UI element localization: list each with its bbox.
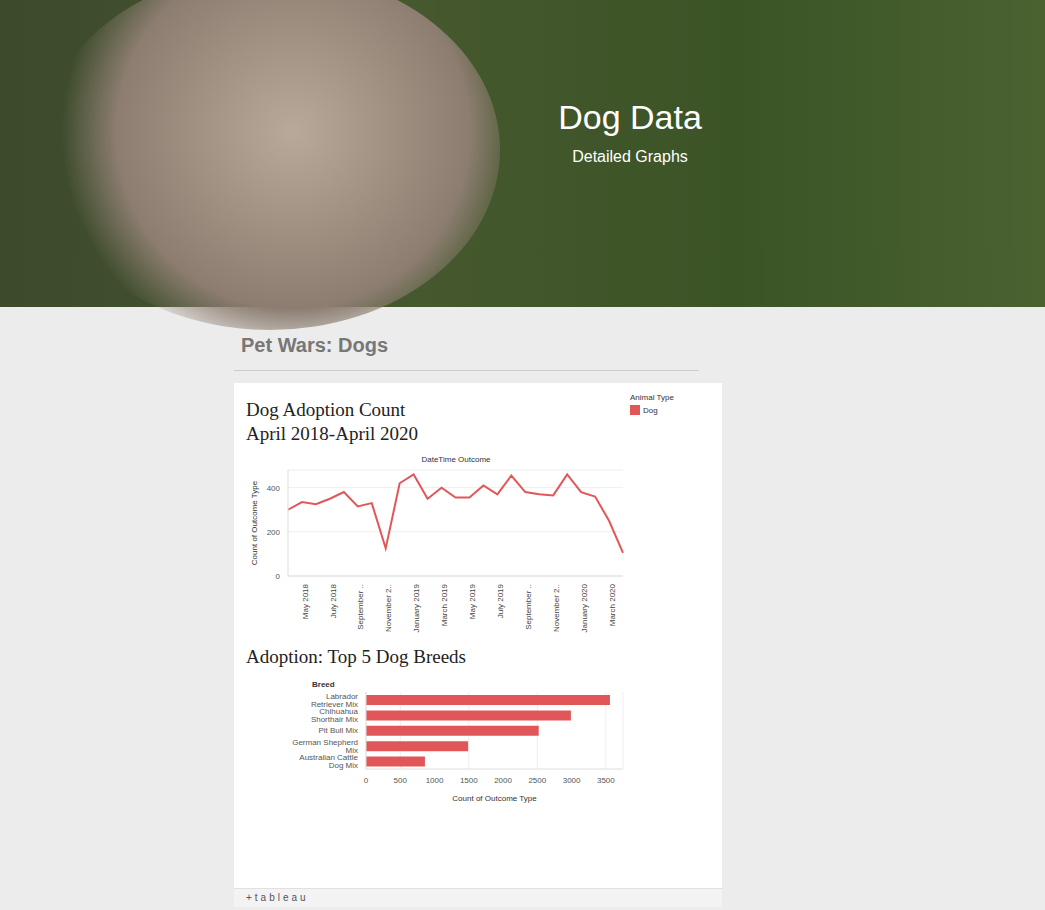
html-text:Labrador: Labrador (326, 691, 358, 701)
html-text:German Shepherd: German Shepherd (292, 737, 358, 747)
svg-text:September ..: September .. (524, 584, 533, 630)
svg-text:0: 0 (364, 776, 369, 785)
svg-text:1000: 1000 (426, 776, 444, 785)
svg-text:1500: 1500 (460, 776, 478, 785)
svg-text:January 2020: January 2020 (580, 583, 589, 632)
html-text:Mix: Mix (345, 745, 358, 755)
svg-text:November 2..: November 2.. (552, 584, 561, 632)
html-text:Retriever Mix: Retriever Mix (310, 699, 358, 709)
html-text:Dog Adoption Count: Dog Adoption Count (246, 399, 406, 420)
html-text:+tableau: +tableau (246, 892, 309, 903)
svg-text:ChihuahuaShorthair Mix: ChihuahuaShorthair Mix (311, 707, 359, 724)
svg-text:2000: 2000 (494, 776, 512, 785)
html-text:Dog Data: Dog Data (558, 98, 702, 136)
svg-text:2500: 2500 (528, 776, 546, 785)
html-text:Breed: Breed (312, 680, 335, 689)
svg-text:500: 500 (394, 776, 408, 785)
svg-text:Pit Bull Mix: Pit Bull Mix (318, 726, 358, 735)
svg-text:March 2020: March 2020 (608, 583, 617, 626)
svg-text:July 2018: July 2018 (329, 583, 338, 618)
html-text:Detailed Graphs: Detailed Graphs (572, 148, 688, 165)
html-text:DateTime Outcome: DateTime Outcome (421, 455, 491, 464)
html-text:April 2018-April 2020: April 2018-April 2020 (246, 423, 418, 444)
html-text:Dog: Dog (643, 405, 658, 415)
svg-text:Count of Outcome Type: Count of Outcome Type (250, 480, 259, 565)
svg-text:Australian CattleDog Mix: Australian CattleDog Mix (299, 753, 358, 770)
svg-text:May 2019: May 2019 (468, 583, 477, 619)
svg-text:May 2018: May 2018 (301, 583, 310, 619)
svg-text:July 2019: July 2019 (496, 583, 505, 618)
svg-text:November 2..: November 2.. (384, 584, 393, 632)
html-text:Pet Wars: Dogs: Pet Wars: Dogs (241, 334, 389, 356)
svg-text:200: 200 (267, 528, 281, 537)
svg-text:March 2019: March 2019 (440, 583, 449, 626)
svg-text:400: 400 (267, 484, 281, 493)
svg-text:0: 0 (276, 572, 281, 581)
svg-text:Count of Outcome Type: Count of Outcome Type (452, 794, 537, 803)
html-text:Animal Type: Animal Type (630, 393, 674, 402)
svg-text:September ..: September .. (356, 584, 365, 630)
svg-text:January 2019: January 2019 (412, 583, 421, 632)
svg-text:3000: 3000 (563, 776, 581, 785)
svg-text:3500: 3500 (597, 776, 615, 785)
html-text:Adoption: Top 5 Dog Breeds: Adoption: Top 5 Dog Breeds (246, 646, 466, 667)
